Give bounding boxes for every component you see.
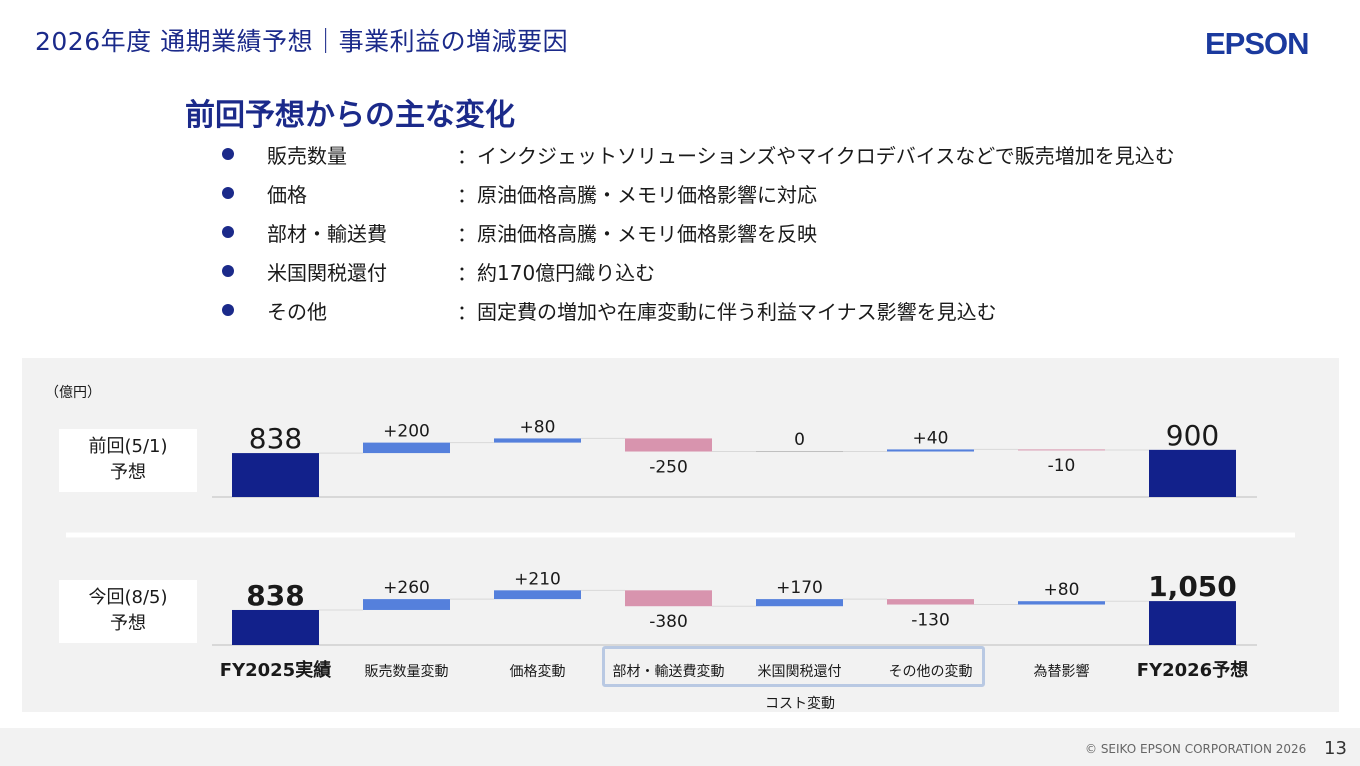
bullet-description: ：固定費の増加や在庫変動に伴う利益マイナス影響を見込む: [457, 300, 997, 324]
data-label: 900: [1166, 419, 1219, 452]
data-label: +200: [383, 422, 430, 442]
category-label: 価格変動: [510, 663, 566, 680]
page-title: 2026年度 通期業績予想｜事業利益の増減要因: [35, 27, 569, 56]
change-bar: [1018, 449, 1105, 451]
data-label: +40: [913, 428, 949, 448]
change-bar: [887, 449, 974, 452]
bullet-label: 販売数量: [267, 144, 347, 168]
bullet-description: ：原油価格高騰・メモリ価格影響を反映: [457, 222, 817, 246]
section-heading: 前回予想からの主な変化: [185, 98, 515, 133]
data-label: +260: [383, 578, 430, 598]
data-label: 1,050: [1148, 570, 1237, 603]
data-label: -380: [649, 612, 688, 632]
category-label: 部材・輸送費変動: [613, 663, 725, 680]
total-bar: [232, 453, 319, 497]
bullet-label: 価格: [267, 183, 307, 207]
bullet-label: 米国関税還付: [267, 261, 387, 285]
data-label: +210: [514, 569, 561, 589]
category-label: その他の変動: [889, 663, 973, 680]
epson-logo: EPSON: [1205, 26, 1310, 61]
bullet-description: ：インクジェットソリューションズやマイクロデバイスなどで販売増加を見込む: [457, 144, 1175, 168]
category-label: 販売数量変動: [365, 663, 449, 680]
bullet-dot-icon: [222, 187, 234, 199]
change-bar: [756, 599, 843, 607]
change-bar: [363, 599, 450, 610]
data-label: -250: [649, 458, 688, 478]
data-label: -130: [911, 611, 950, 631]
data-label: -10: [1048, 456, 1076, 476]
bullet-description: ：約170億円織り込む: [457, 261, 656, 285]
change-bar: [625, 438, 712, 452]
data-label: 838: [246, 579, 304, 612]
data-label: +80: [1044, 580, 1080, 600]
page-number: 13: [1324, 738, 1347, 759]
change-bar: [494, 438, 581, 443]
bullet-dot-icon: [222, 265, 234, 277]
bullet-dot-icon: [222, 148, 234, 160]
data-label: +170: [776, 578, 823, 598]
total-bar: [1149, 449, 1236, 497]
change-bar: [756, 451, 843, 453]
footer-band: [0, 728, 1360, 766]
bullet-description: ：原油価格高騰・メモリ価格影響に対応: [457, 183, 817, 207]
category-label: 米国関税還付: [758, 664, 842, 680]
bullet-dot-icon: [222, 304, 234, 316]
total-bar: [1149, 601, 1236, 645]
cost-group-box: [602, 646, 985, 687]
unit-label: （億円）: [45, 385, 101, 401]
total-bar: [232, 609, 319, 645]
copyright: © SEIKO EPSON CORPORATION 2026: [1085, 742, 1307, 756]
change-bar: [363, 442, 450, 454]
cost-group-label: コスト変動: [765, 696, 835, 712]
bullet-dot-icon: [222, 226, 234, 238]
change-bar: [887, 599, 974, 605]
bullet-label: 部材・輸送費: [267, 222, 387, 246]
category-label: FY2026予想: [1137, 659, 1248, 681]
series-label-current: 今回(8/5) 予想: [59, 580, 197, 643]
series-label-previous: 前回(5/1) 予想: [59, 429, 197, 492]
change-bar: [1018, 601, 1105, 605]
data-label: 838: [249, 422, 302, 455]
category-label: FY2025実績: [220, 659, 331, 681]
bullet-label: その他: [267, 300, 327, 324]
data-label: +80: [520, 417, 556, 437]
data-label: 0: [794, 430, 805, 450]
change-bar: [625, 590, 712, 607]
change-bar: [494, 590, 581, 600]
category-label: 為替影響: [1034, 663, 1090, 680]
